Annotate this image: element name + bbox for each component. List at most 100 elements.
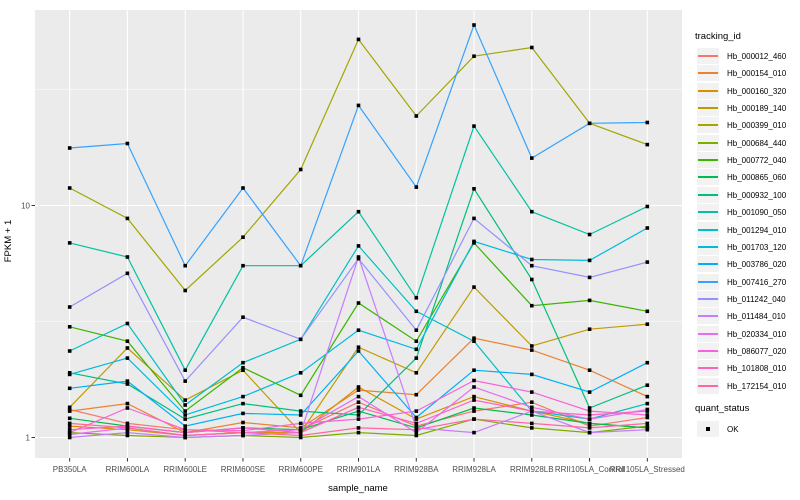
data-point [125, 271, 130, 276]
data-point [67, 424, 72, 428]
legend-item-label: Hb_011242_040 [727, 294, 786, 304]
data-point [298, 427, 303, 432]
legend-item-label: Hb_000399_010 [727, 121, 787, 131]
point-markers [67, 23, 650, 440]
data-point [414, 185, 419, 189]
data-point [67, 372, 72, 377]
data-point [530, 390, 534, 394]
legend-key-line-icon [698, 124, 718, 127]
data-point [183, 413, 187, 417]
data-point [298, 430, 303, 435]
data-point [472, 430, 476, 435]
legend-key [697, 117, 719, 134]
data-point [241, 394, 245, 399]
data-point [530, 277, 534, 282]
data-point [356, 426, 361, 430]
data-point [645, 409, 650, 413]
data-point [125, 356, 130, 360]
data-point [183, 430, 187, 435]
data-point [414, 392, 419, 397]
data-point [472, 385, 476, 389]
legend-key [697, 65, 719, 82]
legend-item-label: Hb_000012_460 [727, 52, 787, 61]
data-point [645, 309, 650, 314]
legend-item-label: Hb_000865_060 [727, 173, 787, 183]
data-point [414, 296, 419, 300]
data-point [67, 430, 72, 435]
data-point [587, 327, 592, 331]
legend-key [697, 186, 719, 203]
y-axis-title: FPKM + 1 [3, 220, 14, 263]
legend-key-line-icon [698, 141, 718, 144]
data-point [472, 23, 476, 27]
legend-key-line-icon [698, 384, 718, 387]
data-point [241, 360, 245, 365]
data-point [645, 421, 650, 426]
data-point [645, 322, 650, 326]
data-point [587, 424, 592, 428]
data-point [472, 409, 476, 413]
legend-key [697, 308, 719, 325]
legend-items: Hb_000012_460 Hb_000154_010 Hb_000160_320 H… [686, 0, 800, 500]
data-point [587, 406, 592, 410]
data-point [645, 424, 650, 428]
legend-item-label: Hb_086077_020 [727, 346, 787, 356]
data-point [125, 379, 130, 383]
data-point [530, 257, 534, 262]
data-point [67, 421, 72, 426]
data-point [645, 142, 650, 147]
legend-item-label: Hb_001703_120 [727, 242, 787, 252]
data-point [183, 288, 187, 293]
data-point [414, 433, 419, 438]
legend-item-label: Hb_000154_010 [727, 69, 787, 79]
legend-item-label: Hb_001294_010 [727, 225, 787, 235]
data-point [587, 417, 592, 421]
data-point [587, 232, 592, 237]
legend-item-label: Hb_003786_020 [727, 260, 787, 270]
data-point [530, 421, 534, 426]
axes: PB350LA RRIM600LA RRIM600LE RRIM600SE RRIM60… [21, 201, 685, 474]
data-point [472, 239, 476, 244]
data-point [298, 409, 303, 413]
data-point [125, 430, 130, 435]
data-point [472, 398, 476, 402]
data-point [67, 241, 72, 245]
data-point [587, 258, 592, 263]
x-tick-label: RRIM600LA [106, 465, 150, 474]
data-point [356, 37, 361, 42]
data-point [67, 405, 72, 410]
legend-item-label: Hb_172154_010 [727, 381, 787, 391]
data-point [414, 114, 419, 118]
legend-key-line-icon [698, 159, 718, 162]
legend-key [697, 152, 719, 169]
data-point [530, 409, 534, 413]
data-point [472, 406, 476, 410]
data-point [587, 413, 592, 417]
data-point [587, 390, 592, 394]
data-point [125, 255, 130, 259]
data-point [183, 424, 187, 428]
y-tick-label: 10 [21, 201, 30, 210]
data-point [125, 421, 130, 426]
legend-title-tracking-id: tracking_id [695, 31, 741, 42]
legend-key-line-icon [698, 280, 718, 283]
data-point [530, 405, 534, 410]
data-point [414, 339, 419, 343]
legend-key-line-icon [698, 228, 718, 231]
legend-key [697, 325, 719, 342]
data-point [587, 430, 592, 435]
legend-key [697, 377, 719, 394]
data-point [530, 209, 534, 214]
legend-key [697, 204, 719, 221]
x-tick-label: RRII105LA_Control [555, 465, 625, 474]
x-axis-title: sample_name [328, 483, 388, 494]
data-point [241, 426, 245, 430]
legend-key-line-icon [698, 55, 718, 57]
data-point [125, 216, 130, 221]
data-point [241, 430, 245, 435]
data-point [241, 420, 245, 425]
data-point [645, 360, 650, 365]
data-point [125, 382, 130, 386]
data-point [587, 409, 592, 413]
